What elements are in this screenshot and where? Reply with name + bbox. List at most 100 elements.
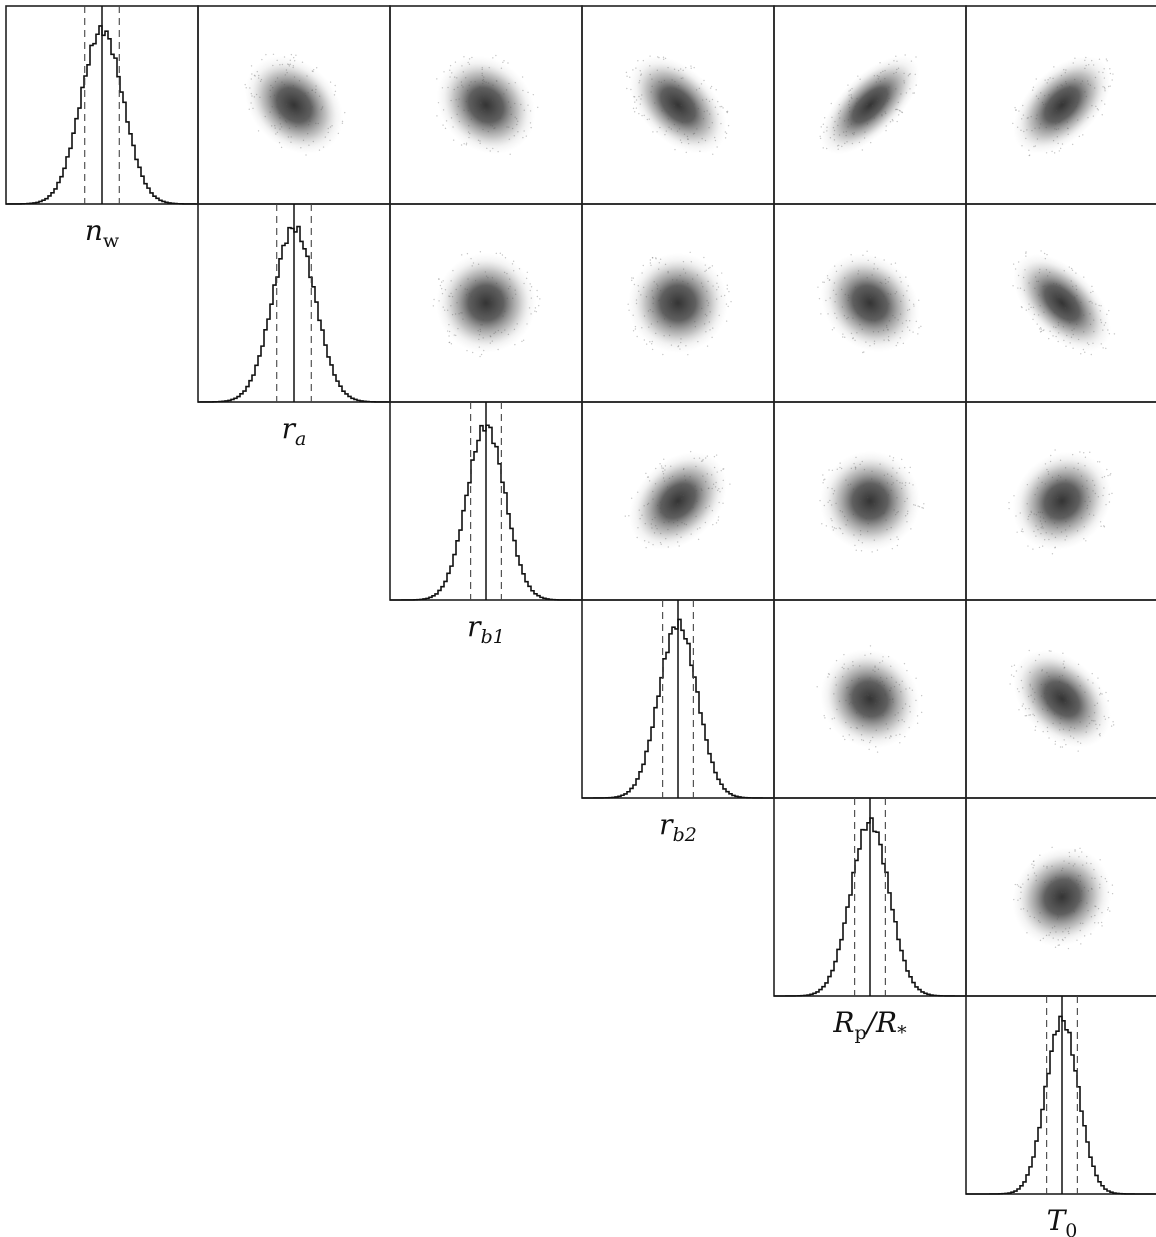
density-point — [659, 258, 662, 260]
density-point — [489, 150, 491, 152]
density-point — [871, 551, 873, 553]
density-point — [923, 502, 925, 505]
density-point — [662, 58, 665, 60]
density-point — [1044, 539, 1046, 541]
density-point — [509, 106, 512, 109]
density-point — [1110, 472, 1112, 475]
density-point — [1107, 329, 1109, 331]
density-point — [896, 544, 899, 547]
density-point — [882, 295, 885, 298]
density-point — [271, 106, 273, 108]
density-point — [311, 106, 314, 108]
density-point — [507, 287, 510, 290]
density-2-4 — [819, 451, 925, 553]
density-point — [1026, 117, 1029, 119]
density-point — [652, 131, 654, 133]
density-point — [329, 81, 332, 83]
density-point — [1090, 300, 1092, 303]
density-point — [1103, 525, 1105, 527]
density-point — [869, 94, 871, 97]
density-point — [1094, 720, 1096, 722]
density-point — [678, 84, 680, 87]
density-point — [1039, 268, 1041, 271]
density-point — [532, 93, 535, 96]
density-point — [254, 75, 256, 77]
density-point — [1091, 302, 1093, 304]
density-point — [1096, 727, 1098, 730]
density-point — [628, 515, 630, 517]
density-point — [900, 300, 902, 303]
density-point — [438, 300, 440, 302]
density-ellipse — [1012, 847, 1112, 947]
density-point — [1016, 126, 1019, 128]
density-point — [1077, 741, 1079, 743]
density-point — [287, 87, 289, 89]
density-point — [873, 263, 875, 265]
density-point — [1074, 78, 1076, 81]
density-point — [886, 326, 888, 328]
density-point — [1053, 713, 1056, 715]
density-point — [1060, 476, 1062, 478]
density-point — [905, 319, 907, 322]
density-point — [673, 68, 676, 70]
density-point — [816, 686, 818, 688]
density-point — [534, 310, 536, 312]
density-point — [251, 73, 253, 75]
density-point — [895, 108, 897, 111]
density-point — [634, 328, 637, 330]
density-point — [489, 342, 491, 344]
density-point — [848, 94, 850, 96]
density-point — [485, 81, 487, 83]
density-point — [904, 703, 907, 705]
density-point — [276, 131, 279, 134]
density-point — [686, 296, 688, 298]
density-point — [1101, 476, 1103, 479]
density-point — [1099, 521, 1102, 523]
density-point — [847, 84, 849, 86]
density-point — [1047, 470, 1049, 473]
density-point — [1066, 121, 1069, 123]
density-point — [1042, 730, 1044, 733]
density-point — [1057, 128, 1060, 130]
density-point — [1033, 513, 1035, 515]
density-point — [536, 295, 539, 298]
density-point — [1054, 547, 1056, 549]
density-point — [641, 514, 643, 516]
density-point — [900, 281, 902, 283]
density-point — [693, 457, 695, 460]
density-point — [901, 680, 903, 682]
density-point — [1103, 77, 1106, 79]
density-point — [464, 288, 466, 290]
density-point — [658, 56, 660, 59]
density-point — [872, 669, 874, 671]
density-point — [855, 120, 857, 123]
density-point — [1037, 280, 1040, 283]
density-point — [667, 66, 669, 69]
density-point — [839, 117, 841, 119]
density-point — [870, 141, 872, 144]
density-point — [1054, 449, 1056, 451]
density-point — [848, 110, 851, 113]
density-point — [1022, 114, 1025, 116]
density-point — [633, 283, 636, 286]
density-point — [835, 527, 837, 530]
density-point — [689, 251, 691, 254]
density-point — [1111, 892, 1114, 895]
density-point — [1046, 867, 1048, 869]
density-point — [864, 694, 866, 696]
density-point — [503, 60, 505, 62]
density-point — [1103, 526, 1106, 528]
density-point — [656, 527, 658, 530]
density-point — [1066, 334, 1068, 337]
density-point — [295, 125, 297, 128]
density-point — [625, 71, 628, 74]
density-point — [1084, 91, 1086, 93]
density-point — [908, 471, 910, 474]
density-point — [678, 128, 681, 130]
density-point — [679, 112, 682, 114]
density-point — [646, 118, 649, 121]
density-point — [672, 521, 675, 524]
density-point — [493, 290, 496, 292]
density-point — [834, 120, 836, 123]
density-point — [433, 298, 435, 301]
